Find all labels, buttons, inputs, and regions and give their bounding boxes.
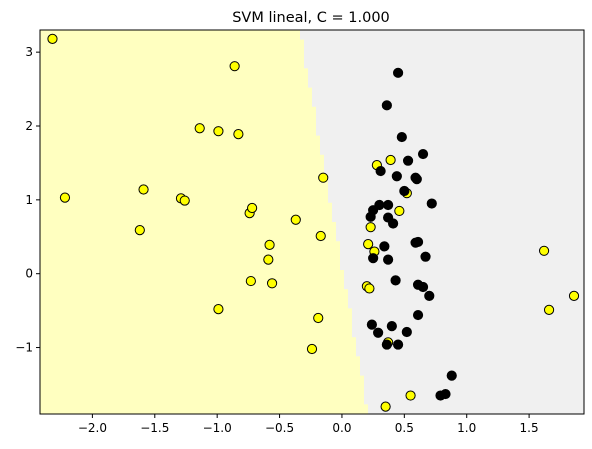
data-point bbox=[213, 304, 224, 315]
chart-title: SVM lineal, C = 1.000 bbox=[232, 10, 390, 26]
data-point bbox=[383, 254, 394, 265]
data-point bbox=[59, 192, 71, 203]
data-point bbox=[405, 390, 416, 401]
data-point bbox=[568, 290, 580, 301]
decision-regions bbox=[40, 30, 368, 414]
data-point bbox=[381, 339, 392, 350]
data-point bbox=[386, 321, 397, 332]
data-point bbox=[402, 155, 414, 166]
x-tick-label: 0.5 bbox=[395, 421, 414, 435]
data-point bbox=[411, 174, 422, 185]
x-tick-label: 1.0 bbox=[457, 421, 476, 435]
data-point bbox=[543, 304, 555, 315]
data-point bbox=[47, 33, 58, 44]
x-tick-label: 1.5 bbox=[520, 421, 539, 435]
x-tick-label: −1.5 bbox=[140, 421, 169, 435]
data-point bbox=[318, 172, 329, 183]
y-tick-label: −1 bbox=[15, 341, 33, 355]
data-point bbox=[380, 401, 391, 412]
plot-frame bbox=[39, 29, 585, 415]
data-point bbox=[375, 165, 386, 177]
data-point bbox=[390, 275, 401, 286]
data-point bbox=[417, 281, 429, 293]
data-point bbox=[290, 214, 301, 225]
data-point bbox=[364, 283, 375, 294]
data-point bbox=[134, 225, 145, 236]
data-point bbox=[446, 370, 457, 381]
y-axis: −1 0 1 2 3 bbox=[15, 45, 40, 355]
data-point bbox=[365, 222, 376, 233]
data-point bbox=[392, 67, 404, 78]
data-point bbox=[313, 312, 324, 324]
data-point bbox=[263, 254, 274, 265]
data-point bbox=[426, 198, 437, 209]
data-point bbox=[412, 309, 424, 321]
data-point bbox=[392, 339, 404, 350]
data-point bbox=[383, 199, 394, 211]
x-tick-label: −0.5 bbox=[265, 421, 294, 435]
x-tick-label: −2.0 bbox=[78, 421, 107, 435]
data-point bbox=[245, 275, 256, 287]
y-tick-label: 0 bbox=[25, 267, 33, 281]
data-point bbox=[306, 343, 318, 355]
y-tick-label: 1 bbox=[25, 193, 33, 207]
data-point bbox=[315, 230, 326, 242]
data-point bbox=[388, 218, 399, 229]
data-point bbox=[394, 205, 405, 217]
data-point bbox=[138, 184, 149, 195]
data-point bbox=[424, 290, 435, 301]
data-point bbox=[179, 195, 190, 206]
data-point bbox=[373, 327, 384, 338]
data-point bbox=[247, 202, 258, 214]
yellow-region bbox=[40, 30, 368, 414]
data-point bbox=[379, 241, 390, 252]
data-point bbox=[440, 388, 451, 400]
data-point bbox=[363, 239, 374, 250]
data-point bbox=[396, 131, 407, 143]
data-point bbox=[385, 154, 396, 166]
data-point bbox=[391, 171, 402, 182]
data-point bbox=[365, 211, 376, 222]
data-point bbox=[264, 239, 275, 250]
data-point bbox=[381, 100, 392, 111]
x-tick-label: −1.0 bbox=[203, 421, 232, 435]
data-point bbox=[266, 278, 278, 289]
data-point bbox=[417, 148, 429, 160]
x-tick-label: 0.0 bbox=[332, 421, 351, 435]
data-point bbox=[229, 61, 240, 72]
data-point bbox=[368, 253, 379, 264]
data-point bbox=[538, 245, 550, 256]
data-point bbox=[194, 123, 205, 134]
data-point bbox=[420, 251, 431, 262]
data-point bbox=[233, 129, 244, 140]
data-point bbox=[213, 126, 224, 137]
data-point bbox=[399, 185, 410, 197]
x-axis: −2.0 −1.5 −1.0 −0.5 0.0 0.5 1.0 1.5 bbox=[78, 414, 539, 435]
y-tick-label: 2 bbox=[25, 119, 33, 133]
y-tick-label: 3 bbox=[25, 45, 33, 59]
data-point bbox=[401, 326, 412, 338]
data-points bbox=[47, 33, 580, 412]
data-point bbox=[412, 236, 424, 248]
data-point bbox=[366, 319, 377, 330]
